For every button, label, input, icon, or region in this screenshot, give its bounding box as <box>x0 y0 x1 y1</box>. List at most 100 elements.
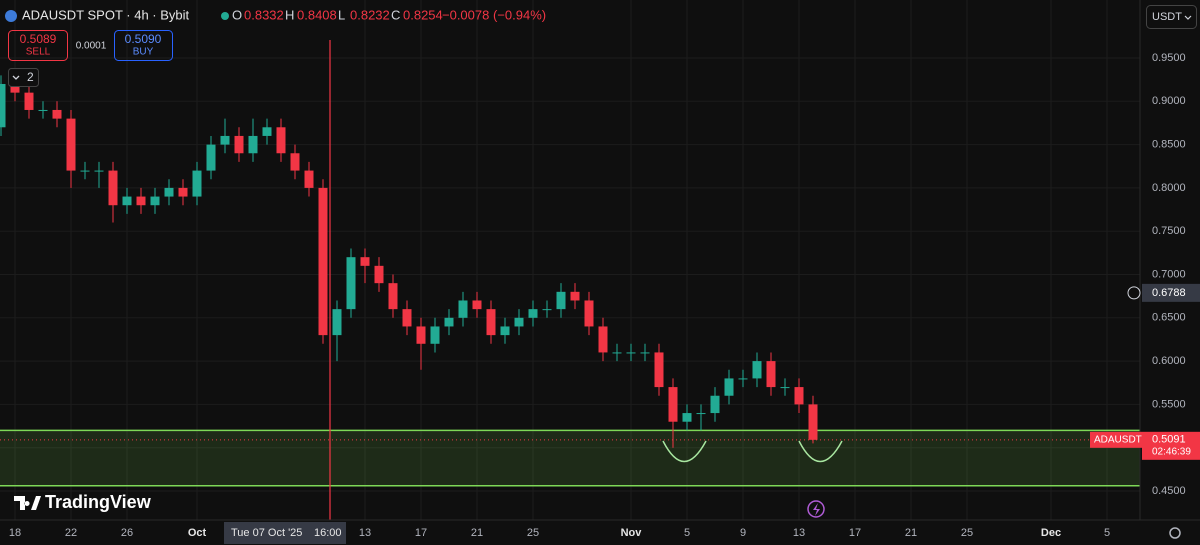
x-tick-label: 5 <box>1104 527 1110 539</box>
sell-label[interactable]: SELL <box>26 47 51 58</box>
change: −0.0078 (−0.94%) <box>442 7 546 22</box>
settings-icon[interactable] <box>1169 527 1181 539</box>
candle-body <box>598 326 608 353</box>
candle-body <box>444 317 454 327</box>
candle-body <box>514 317 524 327</box>
candle-body <box>626 352 636 354</box>
x-tick-label: 21 <box>905 527 917 539</box>
cup-drawing <box>662 440 707 462</box>
ohlc-value: 0.8332 <box>244 7 284 22</box>
candle-body <box>430 326 440 344</box>
candle-body <box>416 326 426 344</box>
candle-body <box>290 153 300 171</box>
candle-body <box>542 309 552 311</box>
crosshair-price-box <box>1142 283 1200 302</box>
ohlc-key: O <box>232 7 242 22</box>
y-tick-label: 0.8000 <box>1152 182 1186 194</box>
x-tick-label: 22 <box>65 527 77 539</box>
ohlc-key: H <box>285 7 294 22</box>
candle-body <box>192 170 202 197</box>
crosshair-price: 0.6788 <box>1152 287 1186 299</box>
candle-body <box>178 187 188 197</box>
y-tick-label: 0.9500 <box>1152 52 1186 64</box>
candle-body <box>94 170 104 172</box>
ohlc-key: L <box>338 7 345 22</box>
currency-button[interactable] <box>1146 5 1197 29</box>
symbol: ADAUSDT SPOT · 4h · Bybit <box>22 7 190 22</box>
candle-body <box>262 127 272 136</box>
x-tick-label: 5 <box>684 527 690 539</box>
buy-button[interactable] <box>114 30 173 61</box>
lightning-icon[interactable] <box>813 503 820 516</box>
currency-chevron[interactable] <box>1184 15 1192 20</box>
candle-body <box>556 291 566 310</box>
candle-body <box>66 118 76 171</box>
candle-body <box>738 378 748 380</box>
candle-body <box>584 300 594 327</box>
ohlc-key: C <box>391 7 400 22</box>
candle-body <box>304 170 314 188</box>
candle-body <box>570 291 580 301</box>
candle-body <box>472 300 482 310</box>
candle-body <box>150 196 160 206</box>
y-tick-label: 0.6500 <box>1152 312 1186 324</box>
candle-body <box>164 187 174 197</box>
candle-body <box>710 395 720 414</box>
x-tick-label: 25 <box>527 527 539 539</box>
candle-body <box>360 257 370 266</box>
candle-body <box>346 257 356 310</box>
event-icon[interactable] <box>807 500 825 518</box>
add-alert-icon <box>1127 286 1141 300</box>
currency[interactable]: USDT <box>1152 11 1182 23</box>
candle-body <box>612 352 622 354</box>
candle-body <box>780 387 790 389</box>
x-tick-label: 26 <box>121 527 133 539</box>
plot <box>0 0 1140 520</box>
indicator-count[interactable]: 2 <box>27 70 34 84</box>
sell-price[interactable]: 0.5089 <box>20 32 57 46</box>
indicator-toggle[interactable] <box>8 68 39 87</box>
x-tick-label: 9 <box>740 527 746 539</box>
candle-body <box>24 92 34 110</box>
candle-body <box>752 361 762 379</box>
logo: TradingView <box>45 492 152 512</box>
y-tick-label: 0.7000 <box>1152 268 1186 280</box>
x-tick-label: 18 <box>9 527 21 539</box>
candle-body <box>724 378 734 396</box>
candle-body <box>220 135 230 145</box>
y-tick-label: 0.8500 <box>1152 139 1186 151</box>
y-tick-label: 0.6000 <box>1152 355 1186 367</box>
ohlc-value: 0.8254 <box>403 7 443 22</box>
x-tick-label: Nov <box>621 527 643 539</box>
candle-body <box>654 352 664 388</box>
buy-price[interactable]: 0.5090 <box>125 32 162 46</box>
logo-icon <box>14 496 41 510</box>
candle-body <box>528 309 538 318</box>
support-zone <box>0 430 1140 486</box>
x-tick-label: 13 <box>359 527 371 539</box>
candle-body <box>38 109 48 111</box>
countdown: 02:46:39 <box>1152 446 1191 457</box>
candle-body <box>374 265 384 284</box>
crosshair-date: Tue 07 Oct '25 <box>231 527 302 539</box>
candle-body <box>276 127 286 154</box>
crosshair-time: 16:00 <box>314 527 342 539</box>
candle-body <box>500 326 510 336</box>
candle-body <box>318 187 328 336</box>
x-tick-label: 13 <box>793 527 805 539</box>
symbol-icon <box>5 10 17 22</box>
candle-body <box>234 135 244 154</box>
last-symbol: ADAUSDT <box>1094 434 1142 445</box>
chevron-icon[interactable] <box>12 75 20 80</box>
candle-body <box>402 309 412 327</box>
candle-body <box>10 83 20 93</box>
x-tick-label: 17 <box>415 527 427 539</box>
candle-body <box>206 144 216 171</box>
sell-button[interactable] <box>8 30 68 61</box>
candle-body <box>458 300 468 318</box>
axes: 0.9500 0.9000 0.8500 0.8000 0.7500 0.7000 0.65… <box>9 52 1200 539</box>
candle-body <box>248 135 258 154</box>
buy-label[interactable]: BUY <box>133 47 154 58</box>
